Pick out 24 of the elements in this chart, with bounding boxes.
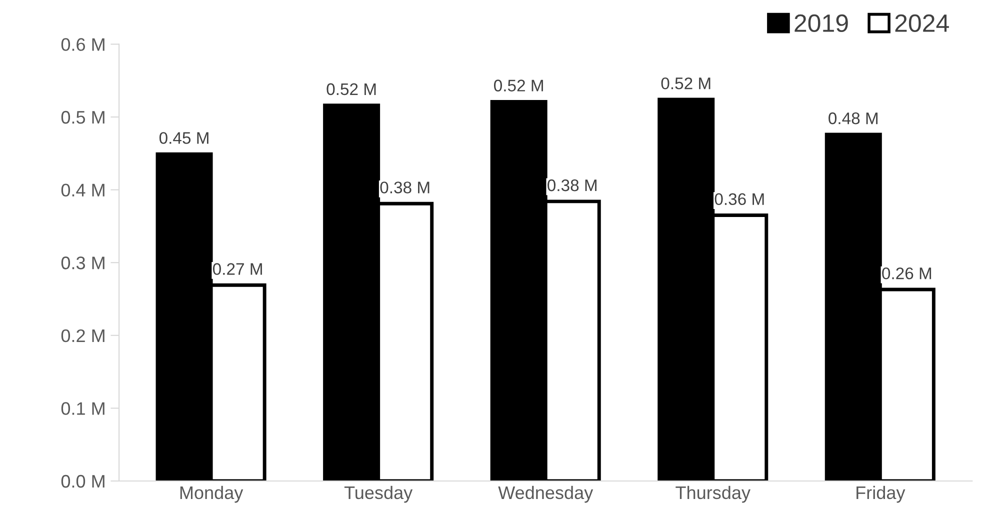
y-tick-label: 0.1 M (61, 402, 104, 415)
data-label: 0.52 M (494, 80, 543, 92)
data-label: 0.45 M (159, 132, 208, 144)
data-label: 0.48 M (828, 112, 878, 124)
legend-label: 2024 (895, 14, 949, 32)
x-tick-label: Friday (856, 486, 906, 503)
data-label: 0.27 M (212, 263, 262, 275)
y-tick-label: 0.3 M (61, 256, 104, 270)
x-tick-label: Monday (180, 486, 244, 503)
y-tick-label: 0.2 M (61, 329, 104, 342)
y-tick-label: 0.0 M (61, 474, 104, 488)
legend-label: 2019 (794, 14, 848, 32)
data-label: 0.36 M (714, 193, 764, 206)
data-label: 0.38 M (548, 179, 596, 192)
x-tick-label: Wednesday (498, 486, 594, 503)
x-tick-label: Thursday (676, 486, 750, 503)
data-label: 0.52 M (661, 77, 710, 90)
x-tick-label: Tuesday (344, 486, 413, 503)
y-tick-label: 0.5 M (61, 110, 104, 124)
data-label: 0.38 M (380, 182, 430, 194)
y-tick-label: 0.4 M (61, 184, 104, 197)
data-label: 0.52 M (326, 83, 376, 96)
data-label: 0.26 M (882, 267, 932, 280)
y-tick-label: 0.6 M (61, 38, 104, 51)
